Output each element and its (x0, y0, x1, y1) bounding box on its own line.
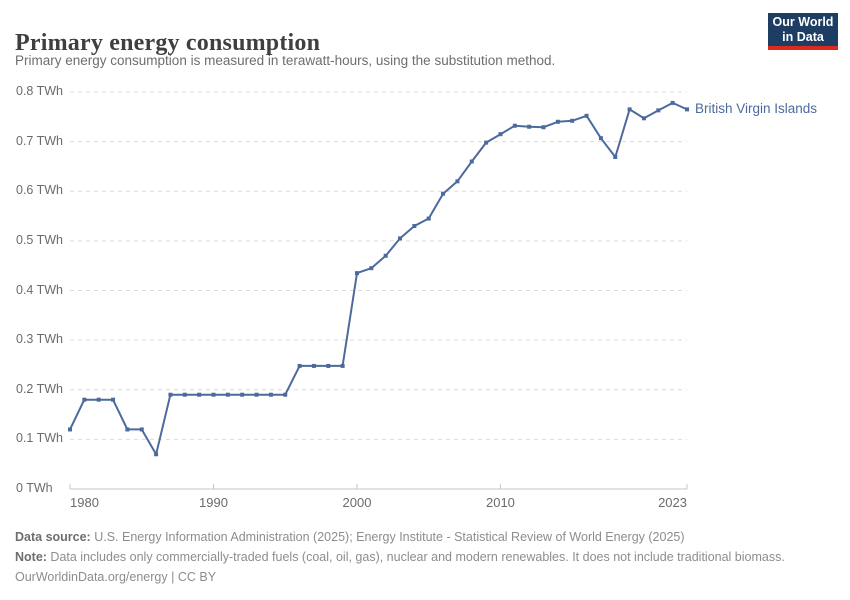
y-axis-tick-label: 0.5 TWh (16, 232, 64, 247)
page-title: Primary energy consumption (15, 30, 321, 57)
y-axis-tick-label: 0.8 TWh (16, 84, 64, 98)
data-point-marker[interactable] (613, 155, 618, 160)
y-axis-tick-label: 0.6 TWh (16, 183, 64, 198)
data-point-marker[interactable] (527, 124, 532, 129)
note-text: Data includes only commercially-traded f… (46, 550, 785, 564)
data-point-marker[interactable] (197, 392, 202, 397)
owid-logo-line1: Our World (772, 14, 834, 29)
data-point-marker[interactable] (670, 100, 675, 105)
data-point-marker[interactable] (598, 136, 603, 141)
line-chart[interactable]: 0 TWh 0.1 TWh 0.2 TWh 0.3 TWh 0.4 TWh 0.5 TWh… (0, 0, 850, 520)
x-axis-tick-label: 2000 (342, 495, 372, 510)
data-point-marker[interactable] (541, 125, 546, 130)
y-axis-tick-label: 0.4 TWh (16, 282, 64, 297)
data-point-marker[interactable] (441, 191, 446, 196)
data-point-marker[interactable] (584, 113, 589, 118)
data-point-marker[interactable] (469, 159, 474, 164)
data-point-marker[interactable] (354, 271, 359, 276)
owid-logo[interactable]: Our World in Data (768, 13, 838, 50)
y-axis-tick-label: 0.3 TWh (16, 332, 64, 347)
data-line-british-virgin-islands[interactable] (69, 101, 688, 456)
data-point-marker[interactable] (340, 363, 345, 368)
data-point-marker[interactable] (168, 392, 173, 397)
data-point-marker[interactable] (641, 116, 646, 121)
y-axis-tick-label: 0.7 TWh (16, 133, 64, 148)
data-point-marker[interactable] (297, 363, 302, 368)
data-point-marker[interactable] (240, 392, 245, 397)
chart-plot-svg[interactable] (0, 0, 850, 520)
y-axis-tick-label: 0.2 TWh (16, 381, 64, 396)
x-axis-tick-label: 2023 (658, 495, 687, 510)
data-point-marker[interactable] (225, 392, 230, 397)
data-point-marker[interactable] (412, 223, 417, 228)
data-point-marker[interactable] (555, 119, 560, 124)
x-axis-tick-label: 2010 (485, 495, 515, 510)
owid-logo-line2: in Data (782, 29, 824, 44)
footer-source-line: Data source: U.S. Energy Information Adm… (15, 527, 785, 547)
data-point-marker[interactable] (512, 123, 517, 128)
data-point-marker[interactable] (484, 140, 489, 145)
data-point-marker[interactable] (82, 397, 87, 402)
chart-subtitle: Primary energy consumption is measured i… (15, 53, 556, 68)
data-point-marker[interactable] (154, 452, 159, 457)
source-label: Data source: (15, 530, 91, 544)
y-axis-tick-label: 0 TWh (16, 481, 53, 495)
data-point-marker[interactable] (383, 253, 388, 258)
footer-note-line: Note: Data includes only commercially-tr… (15, 547, 785, 567)
data-point-marker[interactable] (570, 118, 575, 123)
data-point-marker[interactable] (498, 132, 503, 137)
data-point-marker[interactable] (369, 266, 374, 271)
chart-footer: Data source: U.S. Energy Information Adm… (15, 527, 785, 587)
y-axis-tick-label: 0.1 TWh (16, 431, 64, 446)
data-point-marker[interactable] (685, 107, 689, 112)
data-point-marker[interactable] (656, 108, 661, 113)
data-point-marker[interactable] (455, 179, 460, 184)
data-point-marker[interactable] (268, 392, 273, 397)
data-point-marker[interactable] (326, 363, 331, 368)
data-point-marker[interactable] (125, 427, 130, 432)
note-label: Note: (15, 550, 47, 564)
data-point-marker[interactable] (211, 392, 216, 397)
data-point-marker[interactable] (283, 392, 288, 397)
data-point-marker[interactable] (426, 216, 431, 221)
data-point-marker[interactable] (627, 107, 632, 112)
footer-separator: | (167, 570, 178, 584)
x-axis-tick-label: 1990 (199, 495, 228, 510)
data-point-marker[interactable] (398, 236, 403, 241)
data-point-marker[interactable] (182, 392, 187, 397)
data-point-marker[interactable] (311, 363, 316, 368)
x-axis-tick-label: 1980 (70, 495, 99, 510)
data-point-marker[interactable] (96, 397, 101, 402)
footer-license-line: OurWorldinData.org/energy | CC BY (15, 567, 785, 587)
data-point-marker[interactable] (68, 427, 72, 432)
series-label-british-virgin-islands[interactable]: British Virgin Islands (695, 101, 818, 117)
source-text: U.S. Energy Information Administration (… (90, 530, 685, 544)
cc-by-link[interactable]: CC BY (177, 570, 217, 584)
data-point-marker[interactable] (139, 427, 144, 432)
data-point-marker[interactable] (111, 397, 116, 402)
owid-url-link[interactable]: OurWorldinData.org/energy (15, 570, 168, 584)
data-point-marker[interactable] (254, 392, 259, 397)
